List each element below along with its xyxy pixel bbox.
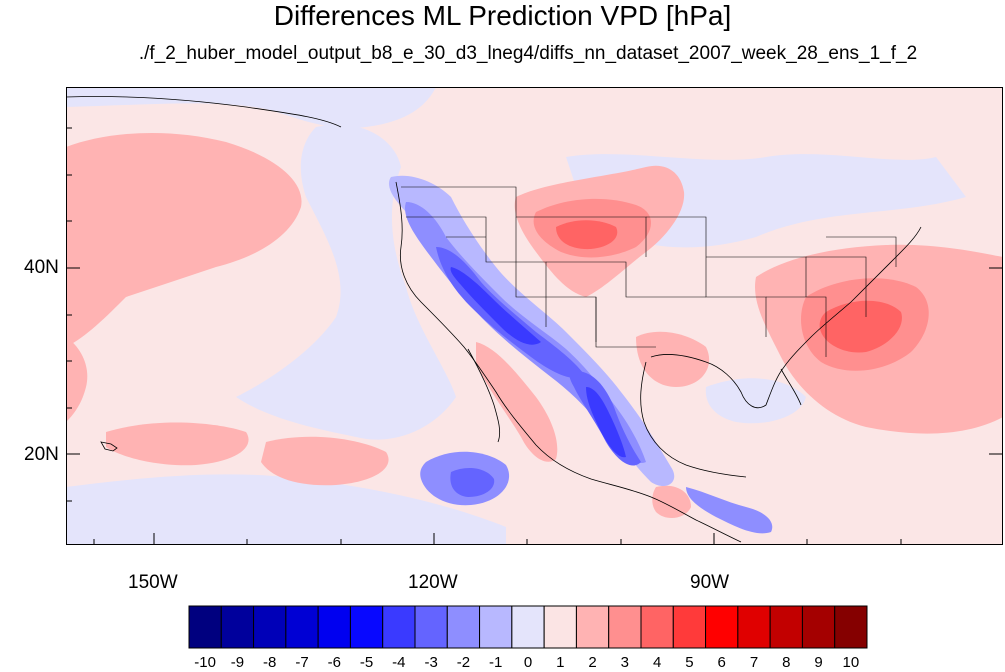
colorbar-tick-label: -1 — [489, 654, 503, 671]
colorbar-tick-label: 7 — [749, 654, 759, 671]
colorbar-box — [575, 605, 610, 649]
field-red-east-atlantic-peak — [819, 300, 902, 353]
colorbar-tick-label: -7 — [295, 654, 309, 671]
colorbar-tick-label: -3 — [424, 654, 438, 671]
colorbar-box — [253, 605, 287, 649]
field-red-west-pacific — [66, 337, 88, 422]
field-light-blue-caribbean — [705, 378, 806, 424]
vpd-difference-map — [66, 87, 1003, 545]
colorbar-box — [285, 605, 319, 649]
colorbar-tick-label: -9 — [230, 654, 245, 671]
colorbar-tick-label: 2 — [588, 654, 597, 671]
colorbar-box — [801, 605, 836, 649]
lon-label-90w: 90W — [690, 572, 730, 593]
colorbar-box — [834, 605, 868, 649]
field-red-central-america — [652, 485, 691, 519]
field-blue-west-coast-deep — [436, 247, 586, 379]
colorbar-tick-label: 0 — [523, 654, 533, 671]
field-light-blue-south — [66, 474, 506, 545]
colorbar-box — [446, 605, 481, 649]
colorbar-box — [705, 605, 739, 649]
colorbar-box — [220, 605, 255, 649]
colorbar-tick-label: 5 — [685, 654, 694, 671]
colorbar-tick-label: -6 — [327, 654, 341, 671]
colorbar-box — [543, 605, 577, 649]
colorbar-box — [672, 605, 707, 649]
colorbar-box — [317, 605, 351, 649]
colorbar-tick-label: 6 — [717, 654, 726, 671]
lat-label-20n: 20N — [24, 444, 59, 465]
colorbar-tick-label: -8 — [263, 654, 277, 671]
colorbar-box — [382, 605, 416, 649]
colorbar-box — [640, 605, 674, 649]
field-blue-sierra-madre-core — [586, 387, 626, 458]
colorbar-tick-label: 9 — [814, 654, 823, 671]
colorbar-tick-label: 1 — [556, 654, 565, 671]
colorbar-box — [769, 605, 803, 649]
colorbar-tick-label: -4 — [392, 654, 406, 671]
colorbar-box — [349, 605, 384, 649]
colorbar-tick-label: -2 — [456, 654, 471, 671]
field-blue-pacific-eddy-core — [450, 467, 495, 497]
map-frame — [66, 87, 1003, 545]
colorbar-tick-label: -10 — [194, 654, 216, 671]
field-blue-central-america — [686, 487, 773, 534]
state-borders — [401, 186, 897, 357]
colorbar-tick-label: 3 — [620, 654, 630, 671]
colorbar-box — [737, 605, 771, 649]
field-red-baja — [476, 342, 558, 462]
colorbar-tick-label: 4 — [652, 654, 662, 671]
colorbar-box — [608, 605, 642, 649]
lon-label-150w: 150W — [128, 572, 178, 593]
field-red-hawaii-band — [106, 422, 249, 466]
map-title: Differences ML Prediction VPD [hPa] — [273, 0, 732, 31]
field-red-subtropical — [261, 436, 389, 486]
colorbar-tick-label: 8 — [782, 654, 791, 671]
colorbar-box — [188, 605, 222, 649]
colorbar-tick-label: -5 — [359, 654, 374, 671]
colorbar-tick-label: 10 — [842, 654, 860, 671]
field-red-gulf-mexico — [636, 331, 710, 387]
field-light-blue-pacific — [236, 124, 456, 440]
lon-label-120w: 120W — [408, 572, 458, 593]
lat-label-40n: 40N — [24, 257, 59, 278]
field-red-north-pacific — [66, 132, 302, 347]
colorbar-box — [511, 605, 545, 649]
colorbar-box — [414, 605, 448, 649]
field-light-blue-north — [66, 87, 436, 128]
colorbar — [188, 605, 868, 649]
map-subtitle: ./f_2_huber_model_output_b8_e_30_d3_lneg… — [138, 43, 918, 64]
coastlines — [66, 96, 922, 543]
field-blue-west-coast-core — [450, 267, 541, 345]
colorbar-box — [479, 605, 513, 649]
field-red-great-plains-peak — [556, 220, 618, 250]
axis-ticks — [66, 127, 1003, 545]
